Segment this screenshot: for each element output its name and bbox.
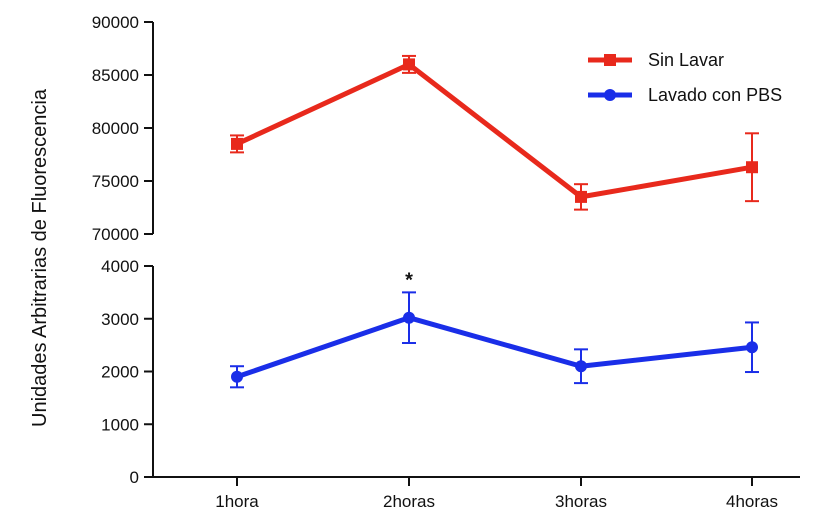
x-tick-label: 4horas (726, 492, 778, 511)
significance-asterisk: * (405, 269, 413, 291)
series-line (236, 315, 753, 380)
data-point (231, 137, 243, 150)
series: * (230, 54, 759, 389)
data-point (231, 370, 243, 383)
x-tick-label: 2horas (383, 492, 435, 511)
y-tick-label-upper: 70000 (92, 225, 139, 244)
x-tick-label: 1hora (215, 492, 259, 511)
y-tick-label-upper: 85000 (92, 66, 139, 85)
legend-item: Lavado con PBS (588, 85, 782, 105)
y-tick-label-lower: 3000 (101, 310, 139, 329)
data-point (746, 341, 758, 354)
data-point (746, 161, 758, 174)
x-tick-label: 3horas (555, 492, 607, 511)
y-tick-label-lower: 1000 (101, 415, 139, 434)
legend-label: Lavado con PBS (648, 85, 782, 105)
y-tick-label-upper: 90000 (92, 13, 139, 32)
legend: Sin Lavar Lavado con PBS (588, 50, 782, 105)
data-point (575, 360, 587, 373)
legend-marker (604, 89, 616, 101)
y-tick-label-lower: 4000 (101, 257, 139, 276)
y-tick-label-upper: 75000 (92, 172, 139, 191)
series-lavado-con-pbs (230, 291, 759, 389)
data-point (403, 311, 415, 324)
series-sin-lavar (230, 54, 759, 211)
data-point (575, 190, 587, 203)
y-tick-label-lower: 0 (130, 468, 139, 487)
series-line (235, 61, 753, 200)
y-axis-title: Unidades Arbitrarias de Fluorescencia (29, 88, 51, 427)
legend-item: Sin Lavar (588, 50, 724, 70)
data-point (403, 58, 415, 71)
tick-marks: 70000 75000 80000 85000 90000 0 1000 2000 3000 40… (92, 13, 778, 511)
legend-label: Sin Lavar (648, 50, 724, 70)
legend-marker (604, 54, 616, 66)
y-tick-label-upper: 80000 (92, 119, 139, 138)
y-tick-label-lower: 2000 (101, 363, 139, 382)
